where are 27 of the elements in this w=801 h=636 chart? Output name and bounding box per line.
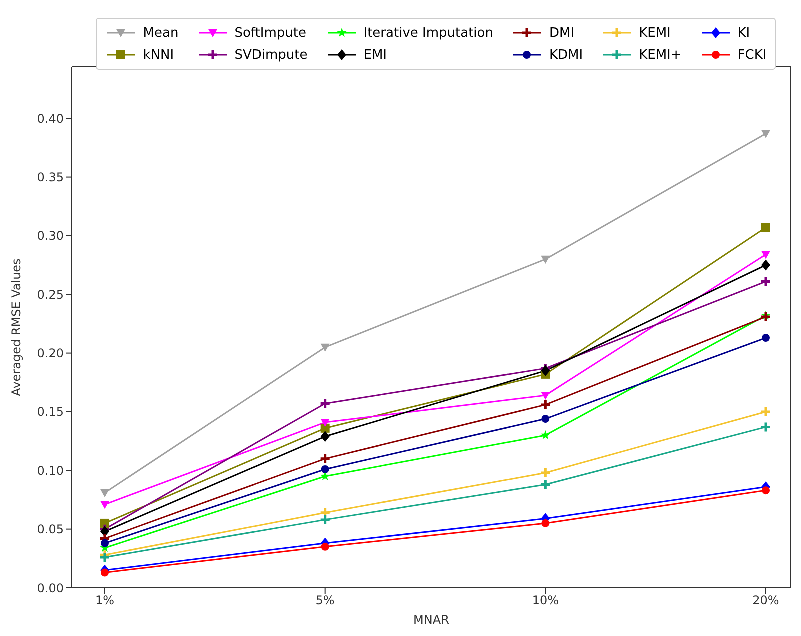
- legend-label: SoftImpute: [234, 26, 306, 40]
- y-tick-label: 0.35: [37, 170, 64, 185]
- x-tick-label: 20%: [752, 594, 780, 608]
- x-tick-label: 5%: [316, 594, 335, 608]
- legend-label: KI: [738, 26, 750, 40]
- legend-label: EMI: [364, 48, 388, 62]
- legend-label: DMI: [549, 26, 575, 40]
- y-tick-label: 0.00: [37, 581, 64, 596]
- legend-label: KEMI: [639, 26, 671, 40]
- legend-label: KDMI: [549, 48, 584, 62]
- legend-label: SVDimpute: [234, 48, 308, 62]
- y-tick-label: 0.10: [37, 464, 64, 478]
- y-axis-title: Averaged RMSE Values: [9, 258, 24, 396]
- x-tick-label: 10%: [532, 594, 560, 608]
- legend-label: KEMI+: [639, 48, 682, 62]
- x-axis-title: MNAR: [414, 613, 450, 627]
- y-tick-label: 0.40: [37, 112, 64, 126]
- x-tick-label: 1%: [95, 594, 115, 608]
- y-tick-label: 0.15: [37, 405, 64, 420]
- y-tick-label: 0.25: [37, 288, 64, 302]
- y-tick-label: 0.20: [37, 346, 64, 361]
- legend-label: Iterative Imputation: [364, 26, 494, 40]
- legend-label: Mean: [143, 26, 179, 40]
- legend-label: FCKI: [738, 48, 767, 62]
- y-tick-label: 0.05: [37, 522, 64, 537]
- y-tick-label: 0.30: [37, 229, 64, 244]
- legend-label: kNNI: [143, 48, 174, 62]
